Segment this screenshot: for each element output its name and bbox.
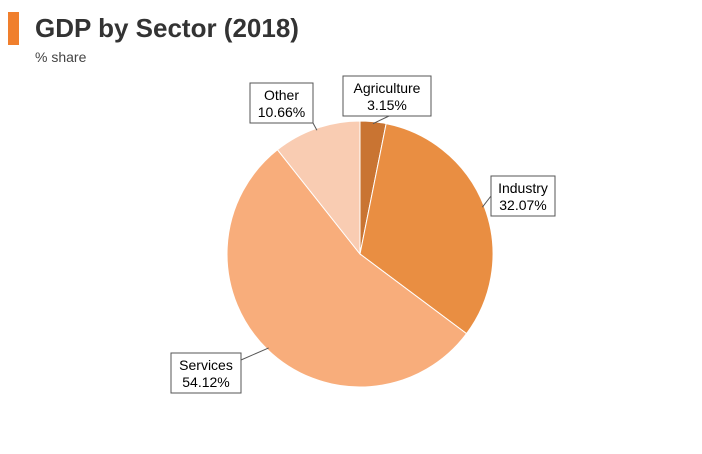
slice-name-label: Services (179, 357, 233, 373)
slice-name-label: Other (264, 87, 299, 103)
callout-box-services (170, 352, 242, 394)
leader-line-agriculture (372, 115, 390, 125)
chart-subtitle: % share (35, 49, 87, 65)
callout-box-industry (490, 175, 556, 217)
title-accent-bar (8, 12, 19, 45)
slice-value-label: 32.07% (499, 197, 546, 213)
callout-box-agriculture (342, 75, 432, 117)
callout-box-other (249, 82, 314, 124)
leader-line-other (312, 122, 318, 131)
leader-line-services (240, 347, 269, 361)
slice-value-label: 54.12% (182, 374, 229, 390)
pie-slice-services (226, 149, 468, 388)
pie-slices (226, 120, 494, 388)
slice-value-label: 3.15% (367, 97, 407, 113)
slice-name-label: Agriculture (354, 80, 421, 96)
slice-value-label: 10.66% (258, 104, 305, 120)
leader-line-industry (481, 195, 492, 208)
slice-name-label: Industry (498, 180, 548, 196)
chart-title: GDP by Sector (2018) (35, 13, 299, 43)
pie-slice-industry (359, 123, 494, 335)
